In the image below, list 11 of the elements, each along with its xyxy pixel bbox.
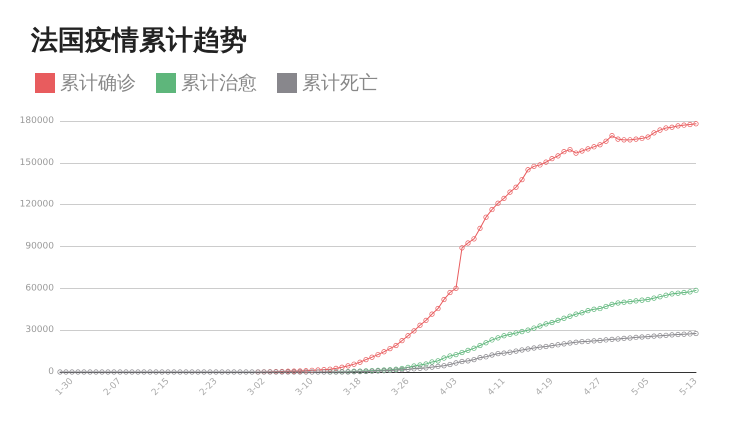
legend-label: 累计治愈 [181, 72, 257, 94]
y-tick-label: 120000 [20, 200, 54, 210]
y-tick-label: 30000 [25, 325, 54, 336]
legend-label: 累计确诊 [60, 72, 136, 94]
legend-label: 累计死亡 [302, 72, 378, 94]
y-tick-label: 180000 [20, 116, 54, 126]
chart-title: 法国疫情累计趋势 [30, 25, 247, 56]
y-tick-label: 90000 [25, 242, 54, 252]
y-tick-label: 60000 [25, 283, 54, 294]
y-tick-label: 150000 [20, 158, 54, 168]
y-tick-label: 0 [48, 367, 54, 377]
